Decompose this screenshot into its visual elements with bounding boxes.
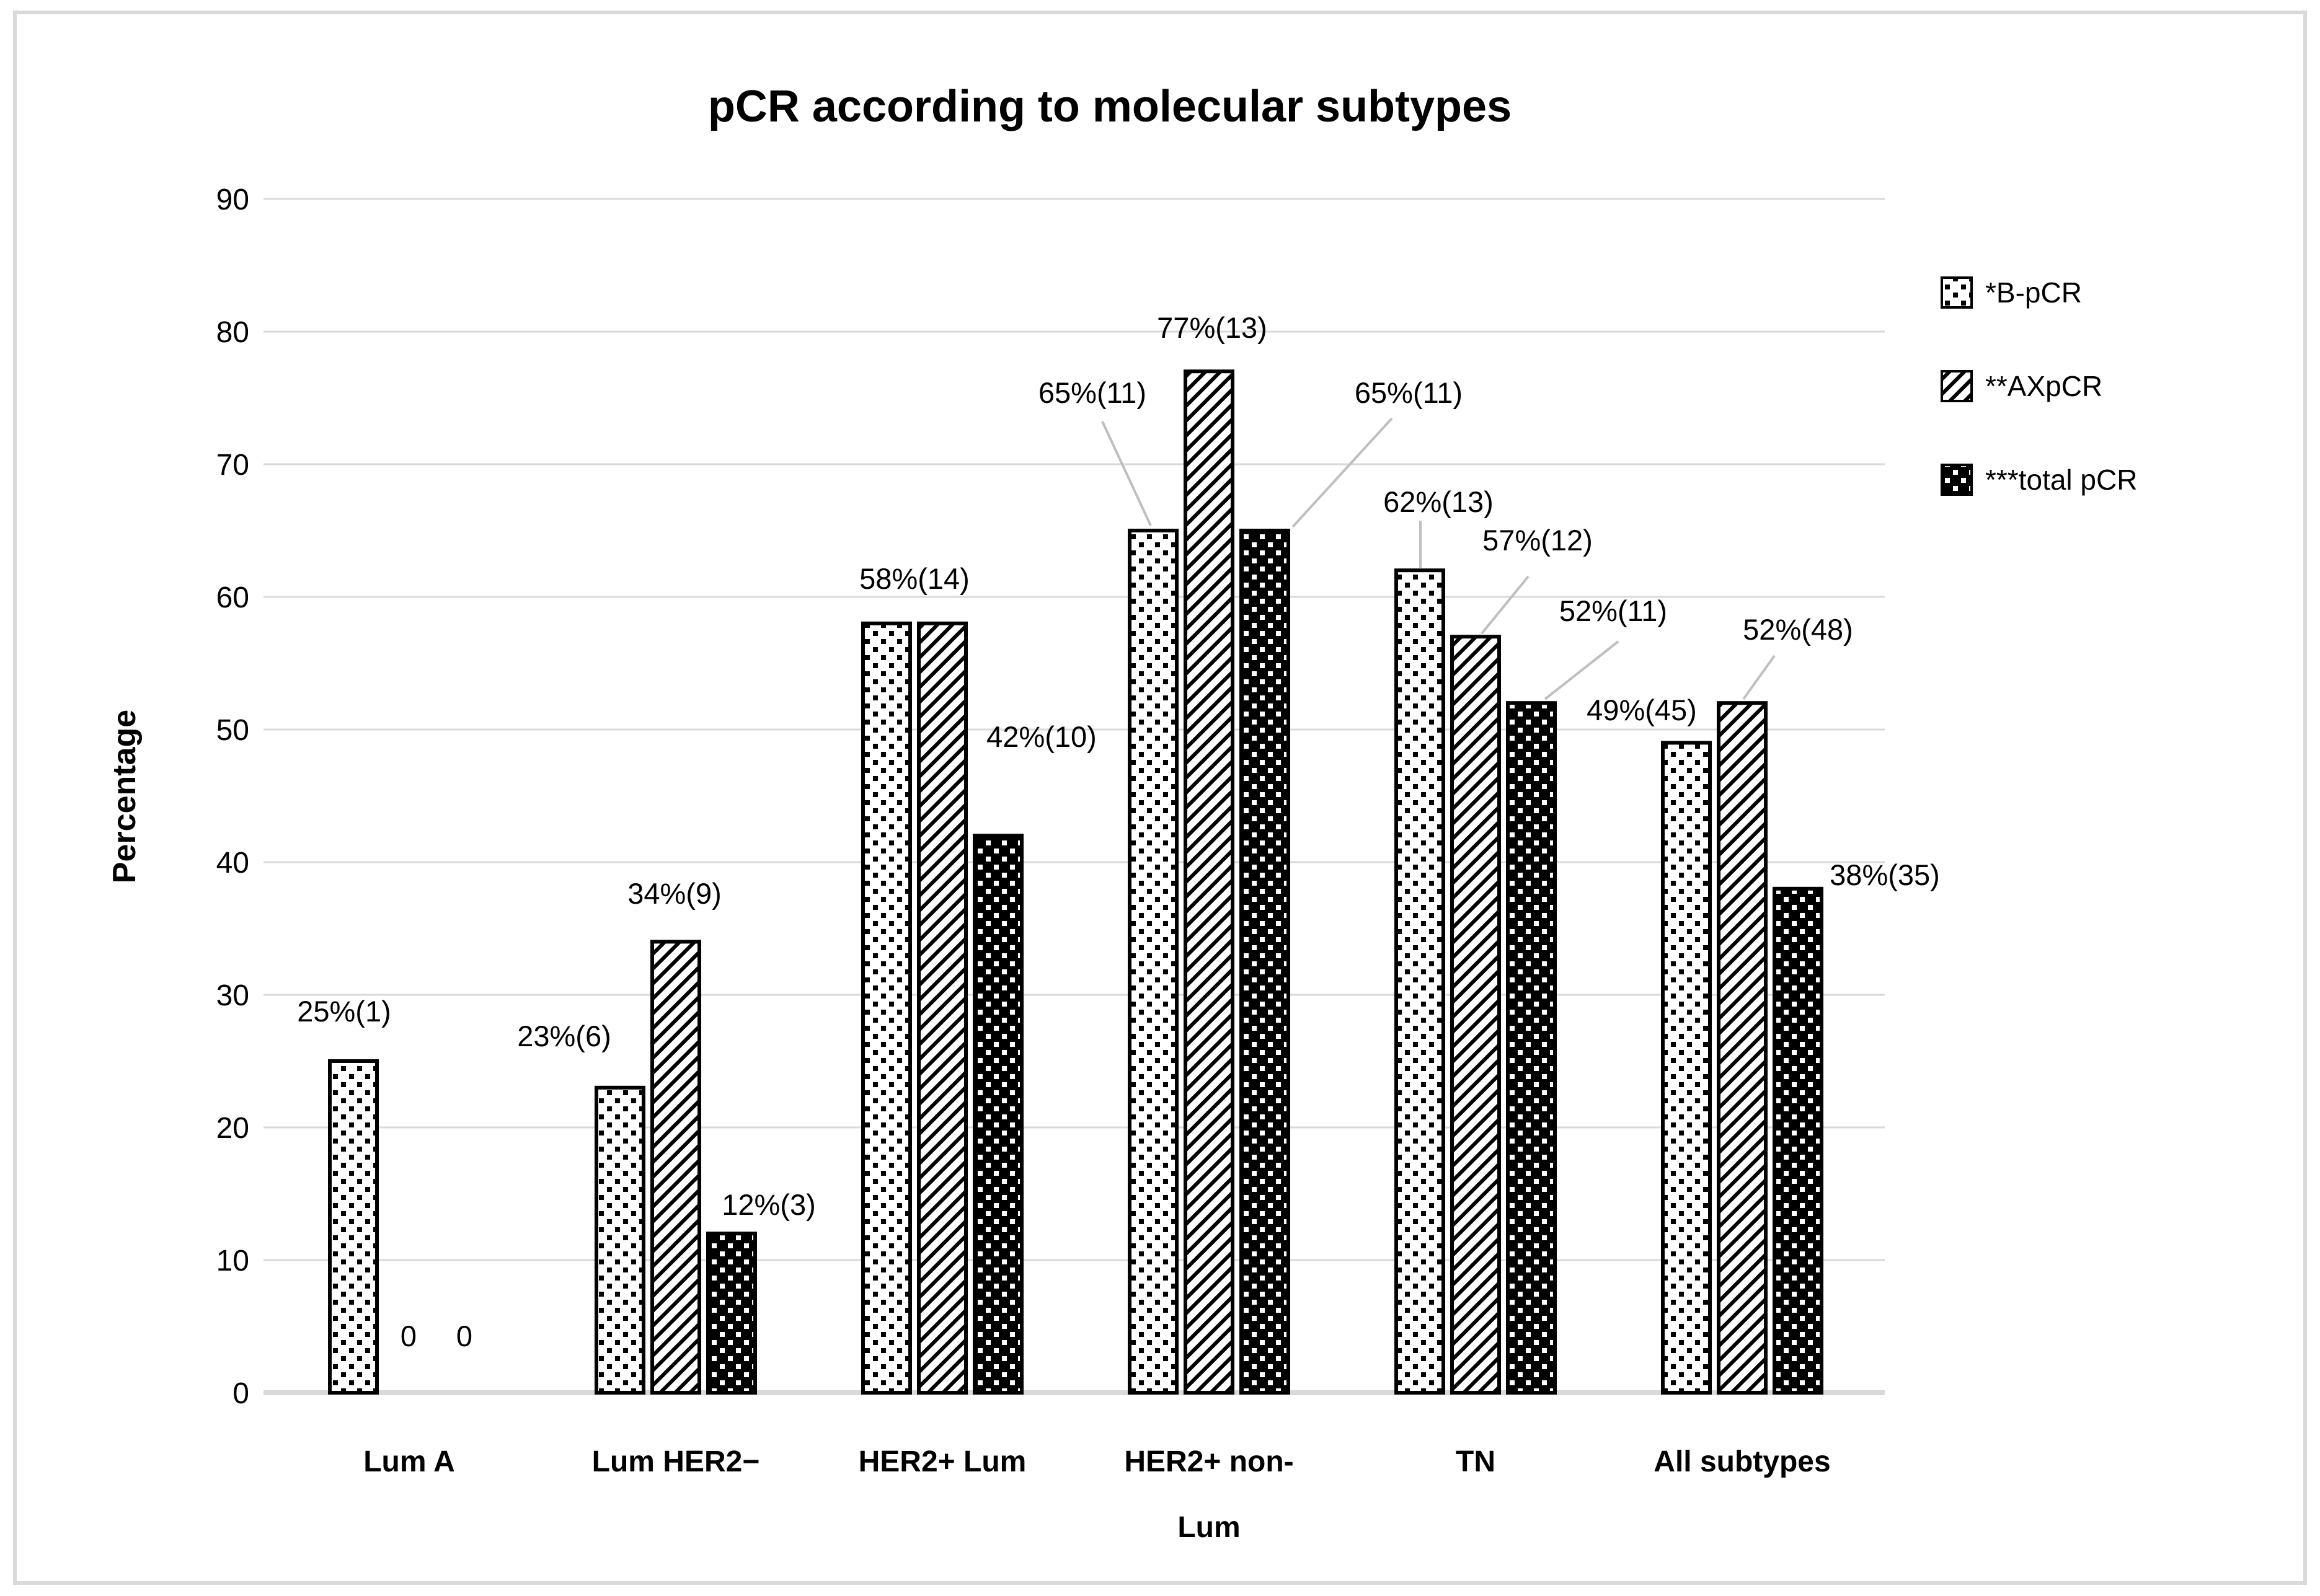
x-category-label-tn: TN <box>1456 1445 1495 1478</box>
y-axis-title: Percentage <box>107 710 143 883</box>
y-tick-0: 0 <box>232 1377 249 1410</box>
legend-label-axpcr: **AXpCR <box>1985 370 2102 402</box>
y-tick-10: 10 <box>216 1245 249 1277</box>
bar-axpcr-her2-lum <box>917 621 968 1395</box>
bar-total-pcr-tn <box>1506 701 1557 1395</box>
bar-b-pcr-lum-a <box>328 1059 379 1395</box>
legend-swatch-total-pcr-icon <box>1941 464 1973 496</box>
data-label-axpcr-lum-a: 0 <box>401 1320 417 1352</box>
data-label-total-pcr-all-subtypes: 38%(35) <box>1830 858 1940 891</box>
bar-b-pcr-her2-lum <box>861 621 912 1395</box>
bar-b-pcr-lum-her2 <box>595 1085 645 1395</box>
leader-line-5 <box>1742 655 1776 700</box>
bar-series <box>328 369 1823 1395</box>
legend-label-total-pcr: ***total pCR <box>1985 464 2137 496</box>
y-tick-20: 20 <box>216 1112 249 1145</box>
data-label-axpcr-lum-her2: 34%(9) <box>627 877 722 910</box>
leader-line-1 <box>1291 417 1393 528</box>
bar-total-pcr-her2-lum <box>973 834 1024 1395</box>
x-category-labels: Lum A Lum HER2− HER2+ Lum HER2+ non- Lum TN Al… <box>363 1445 1830 1544</box>
bar-axpcr-lum-her2 <box>650 940 701 1395</box>
data-label-b-pcr-her2-lum: 58%(14) <box>859 562 970 595</box>
data-label-total-pcr-lum-her2: 12%(3) <box>722 1188 816 1221</box>
data-label-total-pcr-lum-a: 0 <box>456 1320 472 1352</box>
bar-axpcr-all-subtypes <box>1717 701 1768 1395</box>
legend-swatch-b-pcr-icon <box>1941 276 1973 309</box>
x-category-label-lum-her2: Lum HER2− <box>592 1445 760 1478</box>
bar-b-pcr-her2-non-lum <box>1128 529 1179 1395</box>
bar-total-pcr-all-subtypes <box>1773 886 1823 1395</box>
y-tick-40: 40 <box>216 847 249 880</box>
x-category-label-lum-a: Lum A <box>363 1445 455 1478</box>
data-label-total-pcr-her2-non-lum: 65%(11) <box>1355 376 1463 409</box>
data-label-axpcr-all-subtypes: 52%(48) <box>1743 613 1853 646</box>
x-category-label-her2-lum: HER2+ Lum <box>859 1445 1027 1478</box>
bar-total-pcr-lum-her2 <box>706 1232 757 1395</box>
data-label-b-pcr-lum-a: 25%(1) <box>297 995 391 1028</box>
leader-line-4 <box>1544 640 1619 700</box>
leader-line-3 <box>1481 575 1530 635</box>
y-tick-70: 70 <box>216 449 249 482</box>
legend-swatch-axpcr-icon <box>1941 370 1973 402</box>
bar-b-pcr-all-subtypes <box>1661 741 1712 1395</box>
data-label-b-pcr-all-subtypes: 49%(45) <box>1587 694 1697 726</box>
figure-border <box>13 11 2307 1585</box>
bar-axpcr-her2-non-lum <box>1184 369 1234 1395</box>
leader-line-0 <box>1101 421 1152 526</box>
legend-label-b-pcr: *B-pCR <box>1985 276 2082 309</box>
y-tick-80: 80 <box>216 316 249 349</box>
y-tick-50: 50 <box>216 714 249 747</box>
y-tick-60: 60 <box>216 581 249 614</box>
x-category-label-her2-non-lum: HER2+ non- <box>1124 1445 1293 1478</box>
y-tick-90: 90 <box>216 183 249 216</box>
x-category-label-all-subtypes: All subtypes <box>1654 1445 1830 1478</box>
bar-axpcr-tn <box>1450 635 1501 1395</box>
data-label-axpcr-tn: 57%(12) <box>1482 524 1593 557</box>
chart-title: pCR according to molecular subtypes <box>708 82 1512 131</box>
y-tick-30: 30 <box>216 979 249 1012</box>
leader-lines <box>1101 417 1776 700</box>
legend: *B-pCR **AXpCR ***total pCR <box>1941 276 2137 496</box>
data-label-total-pcr-tn: 52%(11) <box>1559 594 1667 627</box>
x-category-label-her2-non-lum-line2: Lum <box>1177 1511 1240 1544</box>
data-label-b-pcr-lum-her2: 23%(6) <box>517 1020 611 1052</box>
data-label-b-pcr-her2-non-lum: 65%(11) <box>1038 376 1146 409</box>
data-labels: 25%(1) 23%(6) 58%(14) 65%(11) 62%(13) 49%(45)… <box>297 311 1940 1352</box>
data-label-b-pcr-tn: 62%(13) <box>1383 485 1494 518</box>
gridlines <box>263 198 1885 1395</box>
bar-total-pcr-her2-non-lum <box>1239 529 1290 1395</box>
data-label-axpcr-her2-non-lum: 77%(13) <box>1157 311 1267 344</box>
data-label-total-pcr-her2-lum: 42%(10) <box>986 720 1097 753</box>
bar-b-pcr-tn <box>1394 568 1445 1395</box>
y-tick-labels: 0 10 20 30 40 50 60 70 80 90 <box>216 183 249 1410</box>
